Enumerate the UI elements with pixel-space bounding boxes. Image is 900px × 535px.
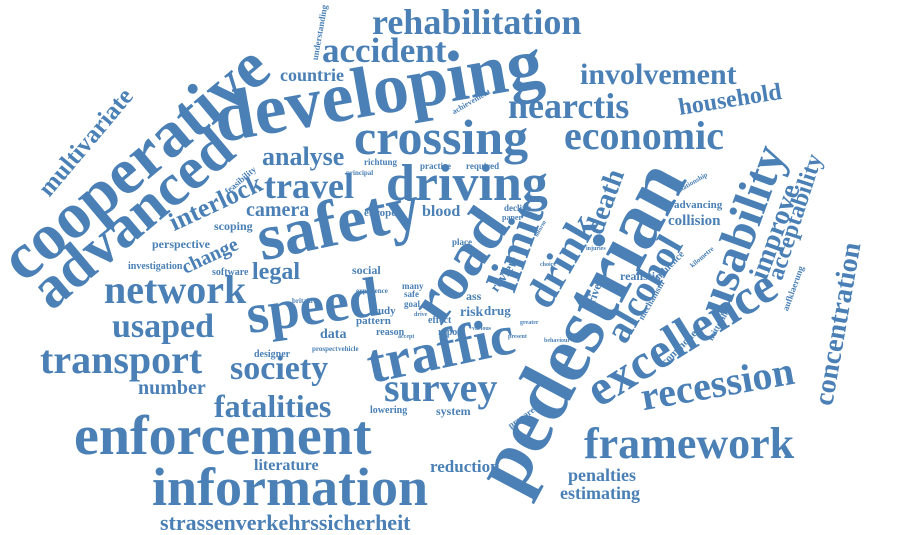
word-decline: decline bbox=[504, 203, 531, 213]
word-society: society bbox=[230, 350, 329, 387]
word-data: data bbox=[320, 327, 347, 342]
word-driving: driving bbox=[386, 155, 548, 212]
word-camera: camera bbox=[246, 199, 310, 221]
word-place: place bbox=[452, 237, 472, 247]
word-paper: paper bbox=[502, 213, 522, 222]
word-network: network bbox=[104, 267, 247, 312]
word-crossing: crossing bbox=[354, 109, 529, 165]
word-behaviour: behaviour bbox=[544, 338, 571, 344]
word-involvement: involvement bbox=[580, 58, 737, 91]
word-framework: framework bbox=[584, 419, 795, 468]
word-advancing: advancing bbox=[674, 199, 723, 211]
word-present: present bbox=[508, 334, 527, 340]
word-strassenverkehrssicherheit: strassenverkehrssicherheit bbox=[160, 510, 411, 535]
word-investigation: investigation bbox=[128, 261, 183, 272]
word-reason: reason bbox=[376, 327, 405, 338]
word-enforcement: enforcement bbox=[74, 405, 372, 467]
word-concentration: concentration bbox=[808, 240, 868, 408]
word-economic: economic bbox=[564, 113, 724, 158]
word-britain: britain bbox=[292, 297, 313, 305]
word-blood: blood bbox=[422, 203, 461, 220]
word-realistic: realistic bbox=[620, 269, 661, 283]
word-ass: ass bbox=[466, 289, 482, 303]
word-accept: accept bbox=[398, 334, 415, 340]
word-greater: greater bbox=[520, 320, 539, 326]
word-risk: risk bbox=[460, 305, 484, 320]
word-literature: literature bbox=[254, 457, 319, 474]
word-pattern: pattern bbox=[356, 315, 391, 327]
word-countrie: countrie bbox=[280, 65, 344, 85]
word-injuries: injuries bbox=[586, 246, 606, 252]
word-rehabilitation: rehabilitation bbox=[372, 2, 582, 42]
word-required: required bbox=[466, 161, 500, 171]
word-accident: accident bbox=[322, 31, 447, 70]
word-richtung: richtung bbox=[364, 157, 398, 167]
word-software: software bbox=[212, 267, 249, 278]
word-collision: collision bbox=[668, 213, 721, 229]
word-effect: effect bbox=[428, 315, 452, 326]
word-usaped: usaped bbox=[112, 308, 215, 345]
word-legal: legal bbox=[252, 259, 300, 285]
word-penalties: penalties bbox=[568, 465, 637, 485]
word-lowering: lowering bbox=[370, 405, 408, 416]
word-experience: experience bbox=[356, 287, 388, 295]
word-analyse: analyse bbox=[262, 142, 345, 171]
word-designer: designer bbox=[254, 349, 291, 360]
word-information: information bbox=[152, 457, 428, 517]
word-estimating: estimating bbox=[560, 483, 640, 503]
word-number: number bbox=[138, 377, 206, 399]
word-various: various bbox=[472, 326, 492, 332]
word-report: report bbox=[438, 327, 466, 338]
word-many: many bbox=[402, 281, 424, 291]
word-fatalities: fatalities bbox=[214, 388, 332, 424]
word-safe: safe bbox=[404, 289, 419, 299]
word-drug: drug bbox=[484, 303, 511, 318]
word-travel: travel bbox=[264, 166, 354, 206]
word-principal: principal bbox=[346, 169, 374, 177]
word-perspective: perspective bbox=[152, 237, 210, 251]
word-survey: survey bbox=[384, 365, 498, 410]
word-prospect: prospect bbox=[312, 345, 338, 353]
word-drive: drive bbox=[414, 312, 428, 318]
word-scoping: scoping bbox=[214, 219, 253, 233]
word-practice: practice bbox=[420, 161, 451, 171]
word-europe: europe bbox=[364, 207, 397, 219]
word-goal: goal bbox=[404, 299, 421, 309]
word-choice: choice bbox=[540, 262, 556, 268]
word-vehicle: vehicle bbox=[338, 345, 359, 353]
word-study: study bbox=[370, 305, 396, 317]
word-transport: transport bbox=[40, 337, 203, 382]
word-nearctis: nearctis bbox=[508, 86, 630, 126]
word-social: social bbox=[352, 263, 381, 277]
word-system: system bbox=[436, 404, 471, 418]
word-reduction: reduction bbox=[430, 457, 500, 476]
